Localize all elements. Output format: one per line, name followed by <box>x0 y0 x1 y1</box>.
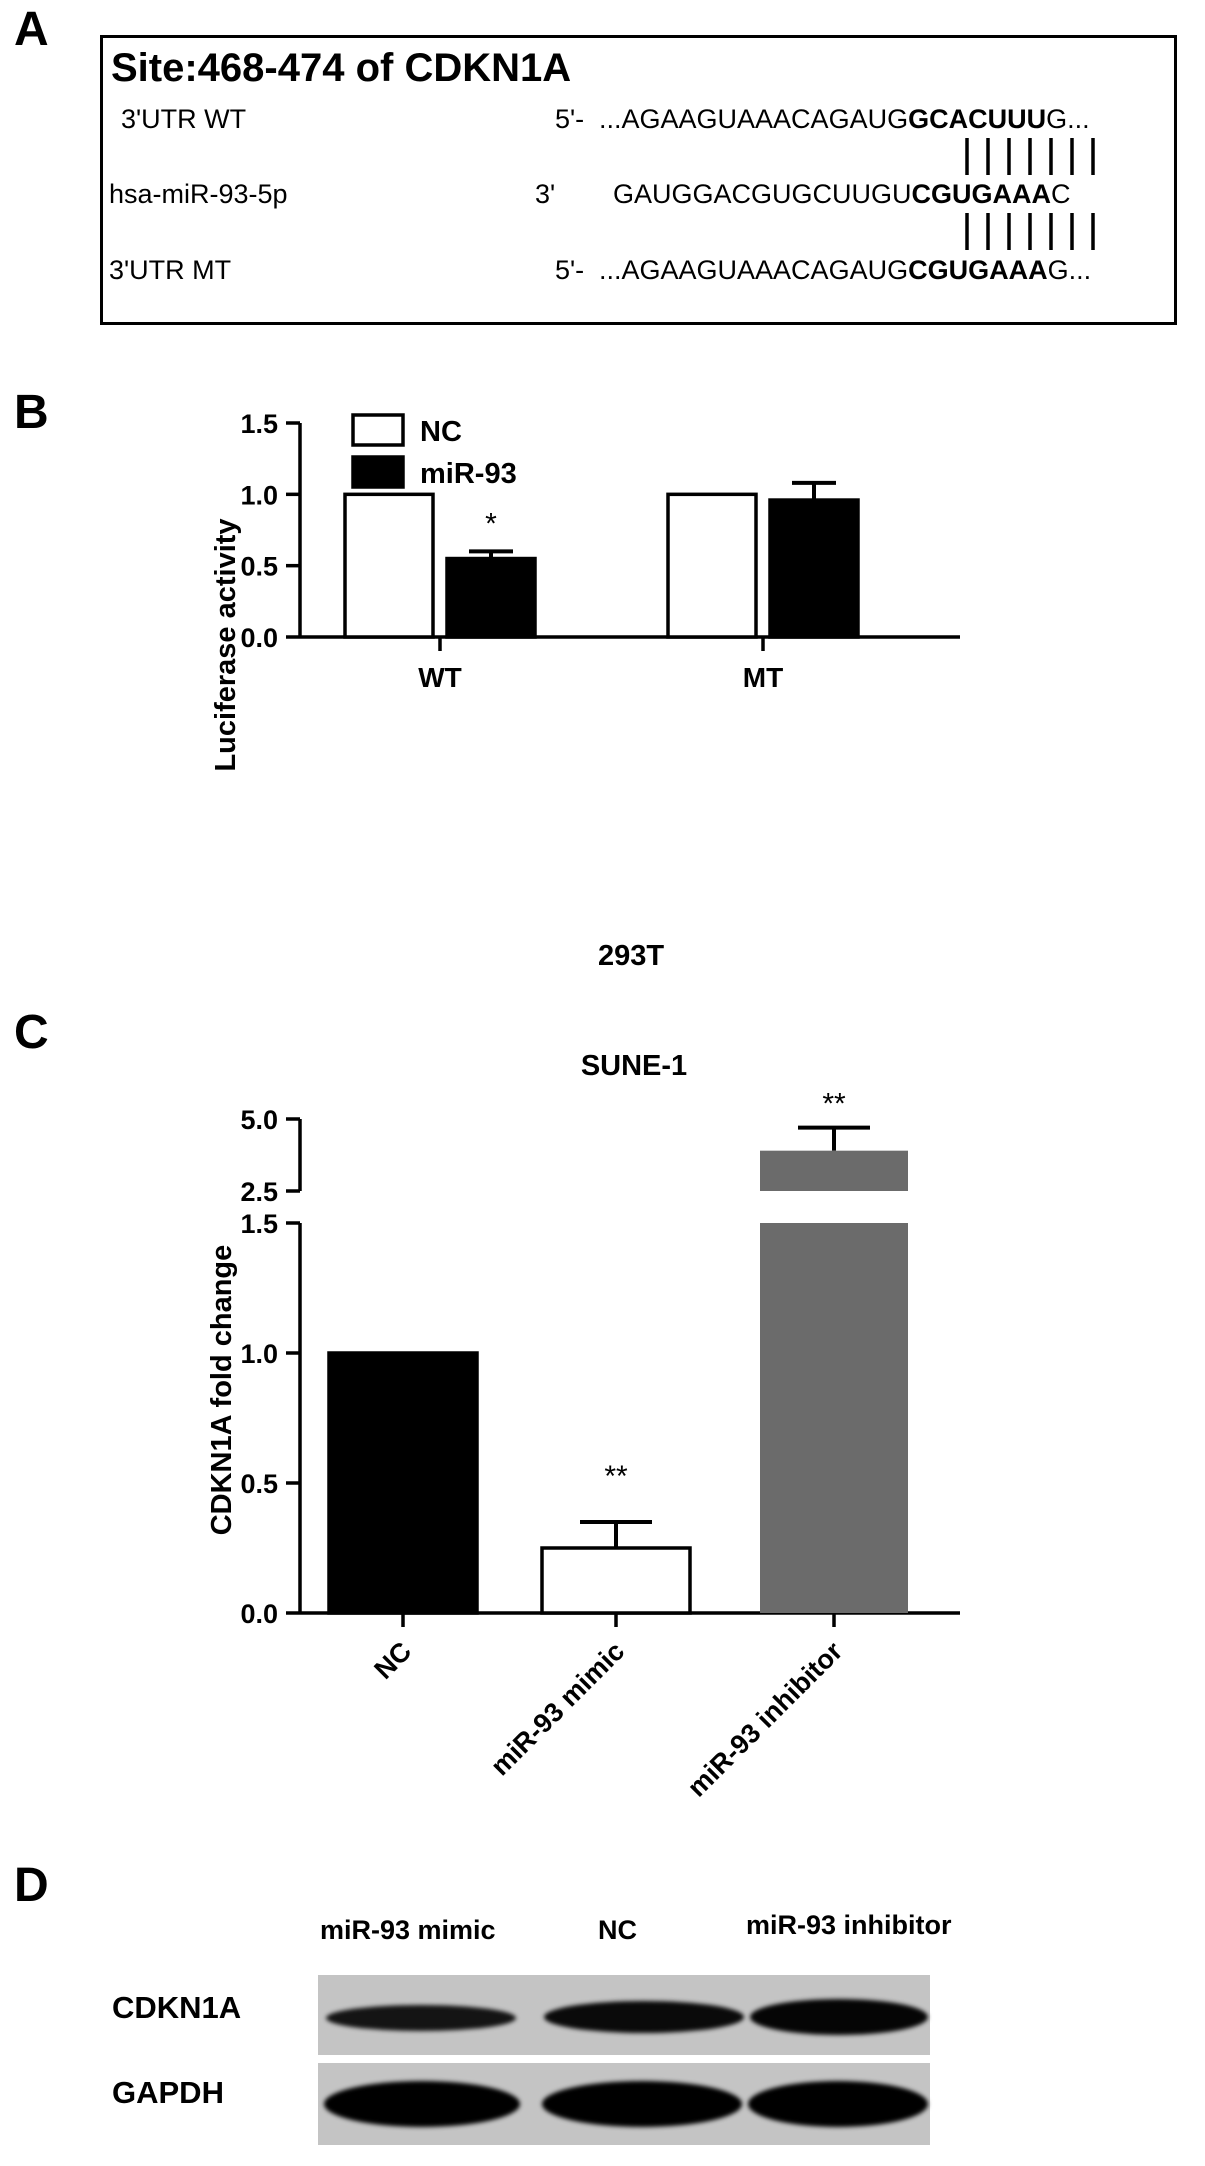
chart-luciferase: Luciferase activity 293T 0.0 0.5 1.0 1.5 WT *… <box>210 409 960 972</box>
legend-swatch <box>351 413 405 447</box>
sequence-row-prefix: 3' <box>535 179 556 209</box>
legend-label: NC <box>420 416 462 448</box>
y-axis-label: CDKN1A fold change <box>206 1245 238 1536</box>
chart-title: SUNE-1 <box>581 1050 687 1082</box>
bar-nc <box>343 492 435 639</box>
significance-marker: ** <box>822 1088 846 1121</box>
sequence-tail: C <box>1051 179 1071 209</box>
y-axis-label: Luciferase activity <box>210 518 242 771</box>
sequence-row-seq: ...AGAAGUAAACAGAUGCGUGAAAG... <box>599 255 1091 286</box>
y-tick-label: 0.5 <box>240 1469 278 1499</box>
y-tick-label: 5.0 <box>240 1105 278 1135</box>
blot-row-label: CDKN1A <box>112 1990 242 2025</box>
x-tick-label: WT <box>418 662 462 693</box>
y-tick-label: 0.0 <box>240 1599 278 1629</box>
y-tick-label: 0.5 <box>240 552 278 582</box>
y-tick-label: 1.0 <box>240 1339 278 1369</box>
bar <box>327 1351 479 1615</box>
sequence-tail: G... <box>1046 104 1090 134</box>
bar-mir-93 <box>445 556 537 639</box>
blot-row-label: GAPDH <box>112 2075 224 2110</box>
y-tick-label: 1.0 <box>240 480 278 510</box>
bar-upper-segment <box>760 1150 908 1191</box>
western-blot: miR-93 mimic NC miR-93 inhibitor CDKN1A … <box>0 1880 1205 2160</box>
sequence-row-label: hsa-miR-93-5p <box>109 179 288 209</box>
sequence-seed: CGUGAAA <box>908 255 1048 285</box>
blot-lane-label: miR-93 inhibitor <box>746 1910 952 1940</box>
significance-marker: * <box>485 507 497 540</box>
chart-fold-change: SUNE-1 CDKN1A fold change 0.0 0.5 1.0 1.52.… <box>206 1050 960 1803</box>
sequence-row-label: 3'UTR WT <box>121 104 247 134</box>
panel-label-a: A <box>14 3 49 56</box>
x-axis-title: 293T <box>598 940 664 972</box>
sequence-row-prefix: 5'- <box>555 104 585 134</box>
blot-lane-label: miR-93 mimic <box>320 1915 496 1945</box>
sequence-row-seq: ...AGAAGUAAACAGAUGGCACUUUG... <box>599 104 1090 135</box>
sequence-seed: CGUGAAA <box>911 179 1052 209</box>
blot-band <box>324 2081 520 2127</box>
bar-lower-segment <box>760 1223 908 1613</box>
bar <box>540 1546 692 1615</box>
sequence-normal: GAUGGACGUGCUUGU <box>613 179 912 209</box>
x-tick-label: miR-93 mimic <box>485 1636 630 1781</box>
y-tick-label: 2.5 <box>240 1177 278 1207</box>
y-tick-label: 1.5 <box>240 1209 278 1239</box>
blot-band <box>748 2081 928 2127</box>
sequence-tail: G... <box>1047 255 1092 285</box>
panel-label-c: C <box>14 1006 49 1059</box>
x-tick-label: MT <box>743 662 783 693</box>
x-tick-label: NC <box>368 1636 417 1685</box>
sequence-normal: ...AGAAGUAAACAGAUG <box>599 255 909 285</box>
x-tick-label: miR-93 inhibitor <box>682 1636 849 1803</box>
blot-strip-gapdh <box>318 2063 930 2145</box>
y-tick-label: 1.5 <box>240 409 278 439</box>
sequence-alignment-box: Site:468-474 of CDKN1A 3'UTR WT 5'- ...A… <box>100 35 1177 325</box>
panel-label-b: B <box>14 386 49 439</box>
bar-mir-93 <box>768 498 860 639</box>
bar-nc <box>666 492 758 639</box>
sequence-normal: ...AGAAGUAAACAGAUG <box>599 104 909 134</box>
base-pairing-lines <box>965 138 1095 250</box>
blot-strip-cdkn1a <box>318 1975 930 2055</box>
sequence-row-label: 3'UTR MT <box>109 255 232 285</box>
blot-band <box>750 1999 928 2035</box>
blot-band <box>544 2001 744 2033</box>
sequence-row-prefix: 5'- <box>555 255 585 285</box>
blot-band <box>326 2005 516 2031</box>
panel-label-d: D <box>14 1859 49 1912</box>
blot-band <box>542 2081 742 2127</box>
sequence-seed: GCACUUU <box>908 104 1047 134</box>
legend-label: miR-93 <box>420 458 517 490</box>
legend-swatch <box>351 455 405 489</box>
significance-marker: ** <box>604 1460 628 1493</box>
y-tick-label: 0.0 <box>240 623 278 653</box>
sequence-row-seq: GAUGGACGUGCUUGUCGUGAAAC <box>613 179 1071 210</box>
sequence-title: Site:468-474 of CDKN1A <box>111 46 572 90</box>
blot-lane-label: NC <box>598 1915 637 1945</box>
